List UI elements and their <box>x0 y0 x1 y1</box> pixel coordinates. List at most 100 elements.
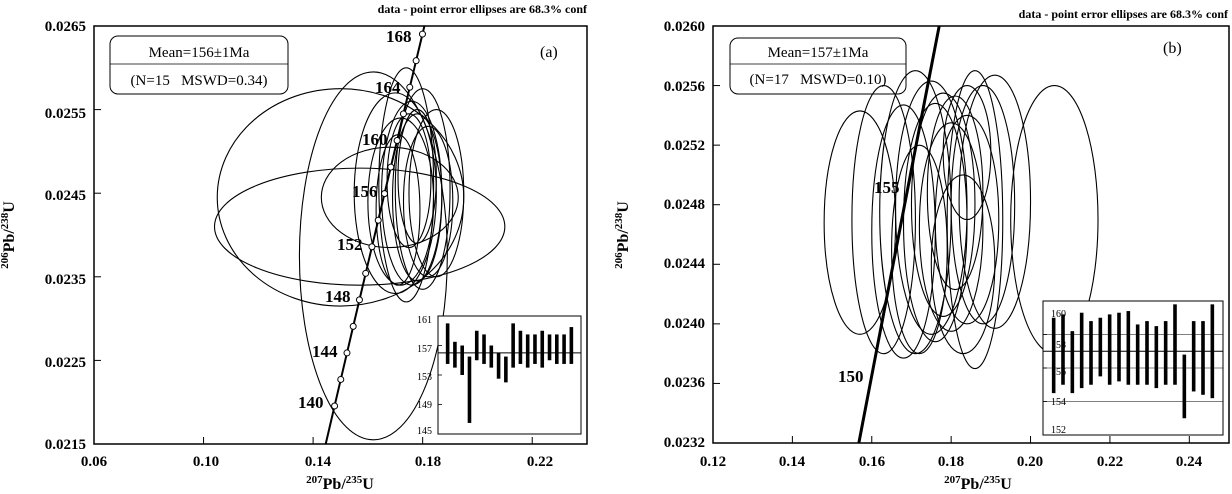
panel-b-concordia <box>857 26 941 443</box>
panel-a-y-tick-label: 0.0245 <box>45 188 86 204</box>
panel-b-y-tick-label: 0.0244 <box>664 256 706 272</box>
panel-b-inset-tick: 156 <box>1051 367 1066 378</box>
panel-a-y-ticks: 0.0265 0.0255 0.0245 0.0235 0.0225 0.021… <box>45 19 86 453</box>
panel-b-age-label: 155 <box>874 178 900 197</box>
panel-a-concordia <box>324 26 426 444</box>
panel-b-y-tick-label: 0.0260 <box>664 19 705 35</box>
panel-b-y-tick-label: 0.0248 <box>664 197 705 213</box>
panel-a-summary-stats: (N=15 MSWD=0.34) <box>131 73 268 89</box>
panel-a-age-label: 160 <box>362 130 388 149</box>
inset-age-bar <box>525 334 530 368</box>
panel-a-x-tick-label: 0.22 <box>527 454 553 470</box>
panel-b-age-label: 150 <box>838 367 864 386</box>
error-ellipse <box>851 85 916 355</box>
panel-b-inset: 160 158 156 154 152 <box>1042 300 1224 436</box>
inset-age-bar <box>1182 354 1187 419</box>
panel-a-inset: 161 157 153 149 145 <box>417 315 582 437</box>
panel-a-x-tick-label: 0.18 <box>415 454 441 470</box>
panel-a-ellipses <box>213 67 506 441</box>
inset-age-bar <box>453 341 457 368</box>
panel-b-plot-area <box>712 25 1230 444</box>
concordia-age-marker <box>355 296 363 304</box>
error-ellipse <box>950 85 1016 325</box>
panel-a-age-label: 168 <box>386 27 412 46</box>
inset-age-bar <box>1079 312 1084 389</box>
error-ellipse <box>402 125 454 278</box>
panel-a-x-tick-label: 0.10 <box>193 454 219 470</box>
panel-a-x-ticks: 0.06 0.10 0.14 0.18 0.22 <box>81 454 553 470</box>
panel-a: data - point error ellipses are 68.3% co… <box>0 2 588 493</box>
inset-age-bar <box>533 334 537 364</box>
error-ellipse <box>946 70 1004 370</box>
panel-b-x-tick-label: 0.22 <box>1097 454 1123 470</box>
inset-age-bar <box>1070 331 1075 394</box>
inset-age-bar <box>1145 321 1149 385</box>
concordia-age-marker <box>337 375 345 383</box>
inset-age-bar <box>1135 324 1140 385</box>
inset-age-bar <box>547 334 552 361</box>
panel-b-x-tick-label: 0.16 <box>859 454 886 470</box>
concordia-age-marker <box>349 322 357 330</box>
concordia-age-marker <box>368 243 376 251</box>
error-ellipse <box>298 71 448 441</box>
error-ellipse <box>902 102 968 343</box>
panel-a-y-tick-label: 0.0265 <box>45 19 86 35</box>
panel-a-x-tick-label: 0.06 <box>81 454 108 470</box>
inset-age-bar <box>1107 314 1112 385</box>
panel-b-y-ticks: 0.0260 0.0256 0.0252 0.0248 0.0244 0.024… <box>664 19 706 451</box>
panel-b-label: (b) <box>1163 40 1182 57</box>
inset-age-bar <box>467 356 472 423</box>
panel-a-summary-box: Mean=156±1Ma (N=15 MSWD=0.34) <box>109 35 289 95</box>
panel-b-x-tick-label: 0.18 <box>938 454 964 470</box>
inset-age-bar <box>540 330 545 368</box>
panel-a-y-tick-label: 0.0255 <box>45 106 86 122</box>
inset-age-bar <box>1173 304 1177 385</box>
inset-age-bar <box>1163 321 1168 385</box>
panel-b-x-tick-label: 0.20 <box>1017 454 1043 470</box>
inset-age-bar <box>562 334 566 364</box>
inset-age-bar <box>1201 321 1205 395</box>
concordia-age-marker <box>362 269 370 277</box>
inset-age-bar <box>489 345 494 368</box>
error-ellipse <box>942 85 992 221</box>
panel-b-x-tick-label: 0.12 <box>700 454 726 470</box>
panel-b-x-tick-label: 0.24 <box>1176 454 1203 470</box>
panel-b: data - point error ellipses are 68.3% co… <box>613 7 1230 493</box>
panel-a-y-tick-label: 0.0225 <box>45 355 86 371</box>
panel-a-inset-tick: 161 <box>417 315 432 326</box>
concordia-age-marker <box>406 83 414 91</box>
inset-age-bar <box>1210 304 1215 399</box>
inset-age-bar <box>1154 326 1159 389</box>
error-ellipse <box>320 146 459 249</box>
panel-b-y-tick-label: 0.0232 <box>664 435 705 451</box>
panel-a-y-tick-label: 0.0235 <box>45 272 86 288</box>
concordia-age-marker <box>343 349 351 357</box>
panel-b-summary-mean: Mean=157±1Ma <box>768 45 869 61</box>
panel-a-note: data - point error ellipses are 68.3% co… <box>378 2 588 16</box>
error-ellipse <box>408 109 465 278</box>
concordia-age-marker <box>331 402 339 410</box>
error-ellipse <box>394 88 451 290</box>
panel-a-age-label: 164 <box>375 78 401 97</box>
panel-a-inset-tick: 153 <box>417 372 432 383</box>
inset-age-bar <box>511 323 515 368</box>
inset-age-bar <box>460 345 464 375</box>
panel-a-inset-tick: 149 <box>417 400 432 411</box>
panel-a-plot-area <box>93 25 588 445</box>
inset-age-bar <box>1117 312 1121 382</box>
inset-age-bar <box>474 330 479 361</box>
panel-a-age-label: 152 <box>337 235 363 254</box>
error-ellipse <box>375 134 421 286</box>
panel-b-y-tick-label: 0.0252 <box>664 138 705 154</box>
concordia-age-marker <box>387 163 395 171</box>
panel-b-summary-stats: (N=17 MSWD=0.10) <box>750 72 887 88</box>
concordia-age-marker <box>399 110 407 118</box>
panel-a-x-axis-title: 207Pb/235U <box>306 474 374 493</box>
inset-age-bar <box>504 356 508 383</box>
panel-a-y-tick-label: 0.0215 <box>45 437 86 453</box>
inset-age-bar <box>482 334 486 364</box>
error-ellipse <box>910 92 976 317</box>
panel-a-age-labels: 140 144 148 152 156 160 164 168 <box>298 27 412 412</box>
error-ellipse <box>918 122 984 332</box>
